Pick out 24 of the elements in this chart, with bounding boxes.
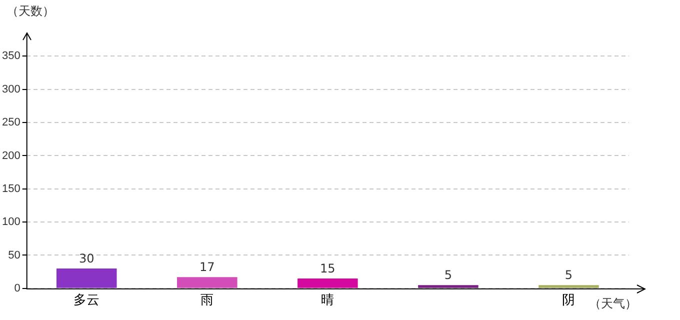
y-axis-title: （天数） [6, 4, 54, 18]
y-tick-label: 150 [2, 182, 20, 195]
bar [298, 278, 358, 288]
data-label: 17 [200, 260, 215, 274]
x-tick-label: 雨 [200, 292, 214, 307]
y-tick-label: 350 [2, 50, 20, 62]
bar [418, 285, 478, 288]
x-tick-label: 阴 [562, 292, 576, 307]
y-tick-label: 250 [2, 116, 20, 129]
x-axis-title: （天气） [589, 296, 637, 311]
y-tick-label: 300 [2, 83, 20, 96]
bar [177, 277, 238, 288]
y-tick-label: 200 [2, 150, 20, 162]
x-tick-label: 多云 [74, 292, 100, 307]
bar [56, 268, 117, 288]
y-tick-label: 0 [14, 282, 20, 294]
data-label: 30 [78, 252, 94, 266]
data-label: 5 [564, 268, 573, 282]
data-label: 15 [320, 262, 336, 276]
y-tick-label: 50 [8, 249, 20, 262]
x-tick-label: 晴 [321, 292, 334, 307]
y-tick-label: 100 [2, 216, 20, 228]
data-label: 5 [444, 268, 452, 282]
bar [538, 285, 599, 288]
